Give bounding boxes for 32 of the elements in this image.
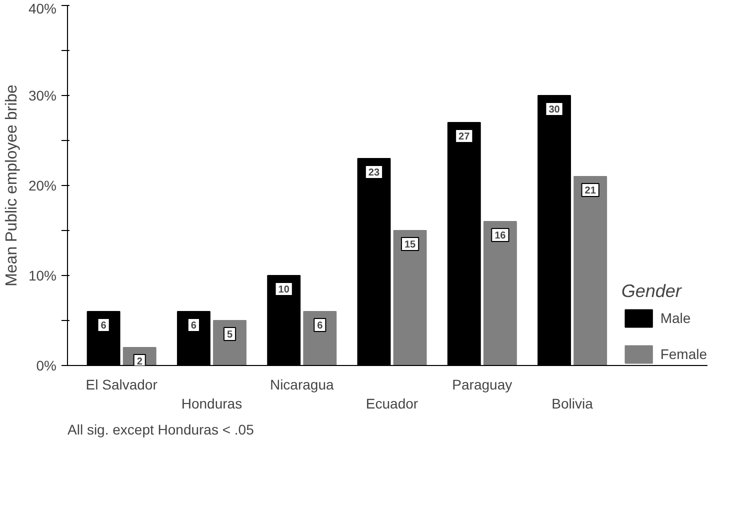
data-label: 10 bbox=[278, 284, 290, 296]
data-label: 6 bbox=[100, 320, 107, 332]
legend-label: Female bbox=[660, 346, 707, 362]
y-tick-label: 20% bbox=[28, 178, 57, 194]
y-axis-title: Mean Public employee bribe bbox=[3, 84, 20, 286]
bar bbox=[483, 221, 517, 366]
text: All sig. except Honduras < .05 bbox=[68, 422, 254, 438]
data-label: 15 bbox=[404, 240, 416, 250]
bar bbox=[574, 176, 608, 366]
x-tick-label: Honduras bbox=[181, 396, 242, 412]
data-label: 16 bbox=[494, 230, 506, 242]
data-label: 2 bbox=[136, 356, 143, 368]
y-tick-label: 30% bbox=[28, 88, 57, 104]
legend-label: Male bbox=[660, 310, 691, 326]
data-label: 21 bbox=[584, 186, 596, 196]
y-tick-label: 40% bbox=[28, 0, 57, 16]
x-tick-label: Nicaragua bbox=[270, 376, 334, 392]
x-tick-label: El Salvador bbox=[86, 376, 158, 392]
legend-title: Gender bbox=[621, 281, 683, 302]
data-label: 27 bbox=[458, 132, 470, 142]
data-label: 30 bbox=[548, 104, 560, 116]
data-label: 5 bbox=[226, 330, 233, 340]
data-label: 6 bbox=[317, 320, 324, 332]
y-tick-label: 10% bbox=[28, 268, 57, 284]
data-label: 6 bbox=[190, 320, 197, 332]
x-tick-label: Paraguay bbox=[452, 376, 512, 392]
x-tick-label: Ecuador bbox=[366, 396, 418, 412]
bar bbox=[303, 311, 337, 366]
y-tick-label: 0% bbox=[36, 358, 56, 374]
data-label: 23 bbox=[368, 168, 380, 178]
x-tick-label: Bolivia bbox=[552, 396, 594, 412]
bar bbox=[393, 230, 427, 366]
